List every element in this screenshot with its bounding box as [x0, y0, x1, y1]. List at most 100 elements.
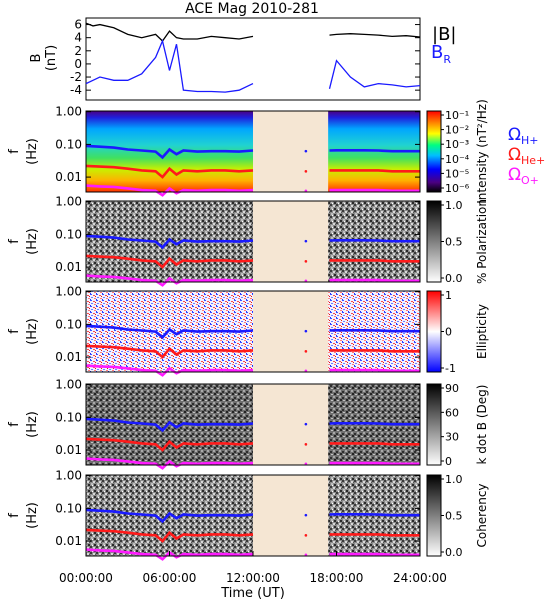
colorbar-tick-label: -1	[445, 362, 456, 375]
gyro-h-line-0	[85, 144, 254, 160]
gyro-o-line-1	[329, 461, 420, 466]
b-ytick-label: 2	[74, 44, 82, 58]
freq-ylabel-hz: (Hz)	[25, 138, 40, 165]
colorbar-tick-label: 0.5	[445, 510, 463, 523]
gyro-he-line-0	[85, 528, 254, 543]
colorbar-tick-label: 10⁻³	[445, 138, 469, 151]
colorbar-label: Intensity (nT²/Hz)	[475, 99, 489, 204]
colorbar-label: % Polarization	[475, 199, 489, 284]
freq-tick-label: 1.00	[55, 378, 82, 392]
gyro-h-line-1	[329, 149, 420, 153]
time-tick-label: 18:00:00	[310, 571, 364, 585]
gyro-h-gap-dot	[304, 329, 308, 333]
time-axis: 00:00:00 06:00:00 12:00:00 18:00:00 24:00:00	[59, 551, 447, 585]
data-gap	[253, 475, 329, 556]
freq-ylabel-f: f	[7, 239, 22, 244]
legend-b-total: |B|	[432, 24, 456, 45]
gyro-h-line-1	[329, 239, 420, 243]
gyro-h-gap-dot	[304, 513, 308, 517]
spectral-plot-frame	[85, 383, 421, 466]
figure-title: ACE Mag 2010-281	[185, 1, 319, 17]
spectral-panel-1: 1.00 0.10 0.01 f (Hz) 10⁻¹ 10⁻²10⁻³ 10⁻⁴10⁻⁵ 10⁻…	[7, 99, 489, 204]
freq-tick-label: 0.01	[55, 534, 82, 548]
data-gap	[253, 201, 329, 282]
freq-tick-label: 0.10	[55, 501, 82, 515]
x-axis-label: Time (UT)	[220, 586, 285, 600]
time-tick-label: 12:00:00	[226, 571, 280, 585]
colorbar-tick-label: 90	[445, 382, 459, 395]
freq-tick-label: 0.01	[55, 443, 82, 457]
freq-ylabel-f: f	[7, 513, 22, 518]
legend-omega-h-main: Ω	[508, 125, 521, 145]
gyro-he-line-0	[85, 344, 254, 359]
colorbar-tick-label: 1.0	[445, 199, 463, 212]
spectral-plot-frame	[85, 290, 421, 373]
gyro-h-line-0	[85, 508, 254, 524]
gyro-he-line-1	[329, 442, 420, 446]
legend-b-r-sub: R	[443, 53, 451, 66]
colorbar-tick-label: 1.0	[445, 473, 463, 486]
gyro-h-gap-dot	[304, 149, 308, 153]
gyro-h-gap-dot	[304, 422, 308, 426]
b-ytick-label: -4	[70, 83, 82, 97]
gyro-he-line-1	[329, 349, 420, 353]
gyro-he-line-0	[85, 437, 254, 452]
b-ytick-label: 6	[74, 18, 82, 32]
freq-tick-label: 1.00	[55, 195, 82, 209]
data-gap	[253, 384, 329, 465]
freq-ylabel-hz: (Hz)	[25, 228, 40, 255]
legend-omega-h: ΩH+	[508, 125, 539, 147]
colorbar-tick-label: 10⁻⁵	[445, 167, 469, 180]
gyro-h-line-1	[329, 421, 420, 426]
colorbar-tick-label: 10⁻⁴	[445, 153, 470, 166]
gyro-h-line-0	[85, 417, 254, 433]
freq-tick-label: 0.10	[55, 410, 82, 424]
freq-tick-label: 0.01	[55, 170, 82, 184]
freq-ylabel-hz: (Hz)	[25, 318, 40, 345]
b-ytick-label: -2	[70, 70, 82, 84]
time-tick-label: 00:00:00	[59, 571, 113, 585]
gyro-o-gap-dot	[304, 279, 308, 283]
colorbar-tick-label: 30	[445, 431, 459, 444]
freq-ylabel-hz: (Hz)	[25, 411, 40, 438]
freq-tick-label: 0.10	[55, 317, 82, 331]
gyro-o-line-1	[329, 552, 420, 557]
b-series-total-seg-0	[85, 22, 254, 42]
gyro-h-line-0	[85, 234, 254, 250]
gyro-he-gap-dot	[304, 534, 308, 537]
freq-ylabel-f: f	[7, 149, 22, 154]
colorbar-label: k dot B (Deg)	[475, 385, 489, 465]
data-gap	[253, 291, 329, 372]
freq-tick-label: 0.01	[55, 350, 82, 364]
colorbar	[426, 200, 442, 283]
gyro-o-line-0	[85, 184, 254, 197]
spectral-panel-2: 1.00 0.10 0.01 f (Hz) 1.0 0.5 0.0 % Polarization	[7, 195, 489, 287]
freq-tick-label: 1.00	[55, 469, 82, 483]
colorbar-label: Ellipticity	[475, 304, 489, 359]
gyro-he-gap-dot	[304, 443, 308, 446]
colorbar-tick-label: 1	[445, 289, 452, 302]
colorbar	[426, 290, 442, 373]
legend-b-r-main: B	[431, 42, 443, 63]
gyro-o-line-0	[85, 274, 254, 287]
b-series-r-seg-0	[85, 38, 254, 93]
b-field-ylabel-line2: (nT)	[44, 45, 59, 71]
b-ytick-label: 4	[74, 31, 82, 45]
freq-ylabel-f: f	[7, 422, 22, 427]
gyro-o-gap-dot	[304, 369, 308, 373]
data-gap	[253, 111, 329, 192]
b-field-lines	[85, 22, 421, 93]
spectral-panel-3: 1.00 0.10 0.01 f (Hz) 1 0 -1 Ellipticity	[7, 285, 489, 377]
gyro-o-line-1	[329, 278, 420, 283]
gyro-he-gap-dot	[304, 260, 308, 263]
freq-ylabel-f: f	[7, 329, 22, 334]
spectral-panels: 1.000.100.01f (Hz)10⁻¹10⁻²10⁻³10⁻⁴10⁻⁵10⁻…	[7, 99, 489, 561]
gyro-o-gap-dot	[304, 553, 308, 557]
legend-omega-he-main: Ω	[508, 145, 521, 165]
spectral-panel-4: 1.00 0.10 0.01 f (Hz) 90 60 30 0 k dot B (Deg)	[7, 378, 489, 470]
colorbar-tick-label: 10⁻⁶	[445, 182, 470, 195]
gyro-he-gap-dot	[304, 170, 308, 173]
gyro-he-line-1	[329, 533, 420, 537]
